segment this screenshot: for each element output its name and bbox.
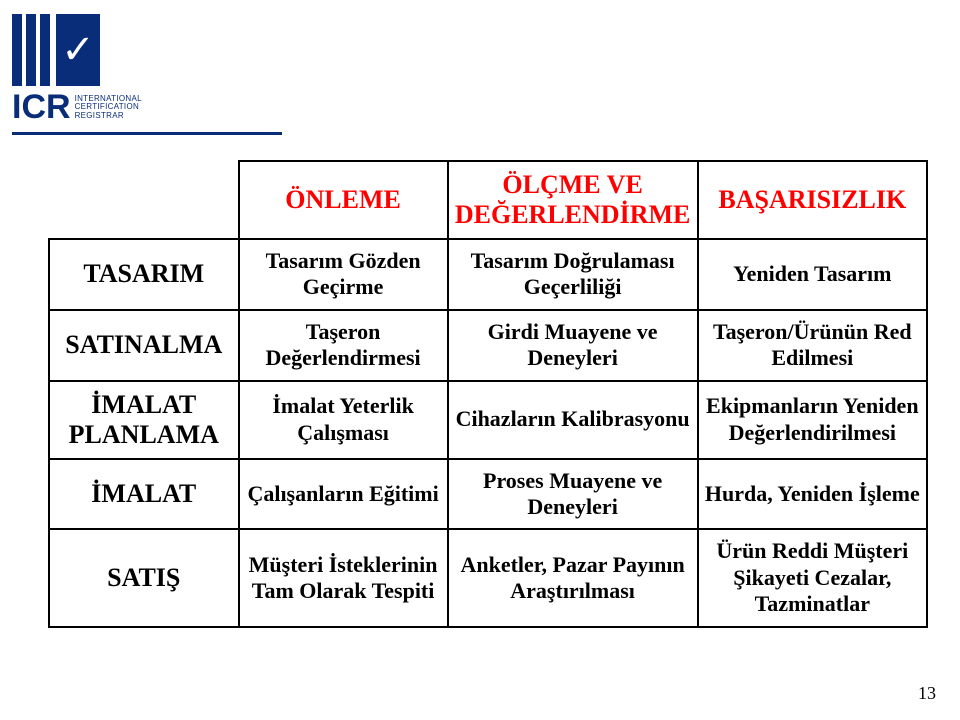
cell: Tasarım Doğrulaması Geçerliliği <box>448 239 698 310</box>
table-row: TASARIM Tasarım Gözden Geçirme Tasarım D… <box>49 239 927 310</box>
cell: Çalışanların Eğitimi <box>239 459 448 530</box>
cell: Tasarım Gözden Geçirme <box>239 239 448 310</box>
header-basarisizlik: BAŞARISIZLIK <box>698 161 927 239</box>
cell: Müşteri İsteklerinin Tam Olarak Tespiti <box>239 529 448 626</box>
logo-bar <box>26 14 36 86</box>
icr-logo: ✓ <box>12 14 100 86</box>
table-row: İMALAT Çalışanların Eğitimi Proses Muaye… <box>49 459 927 530</box>
header-onleme: ÖNLEME <box>239 161 448 239</box>
icr-subtext: INTERNATIONAL CERTIFICATION REGISTRAR <box>75 95 142 120</box>
table-header-row: ÖNLEME ÖLÇME VE DEĞERLENDİRME BAŞARISIZL… <box>49 161 927 239</box>
page-number: 13 <box>918 683 936 704</box>
cell: Ürün Reddi Müşteri Şikayeti Cezalar, Taz… <box>698 529 927 626</box>
quality-cost-table: ÖNLEME ÖLÇME VE DEĞERLENDİRME BAŞARISIZL… <box>48 160 928 628</box>
row-label-imalat: İMALAT <box>49 459 239 530</box>
cell: Girdi Muayene ve Deneyleri <box>448 310 698 381</box>
cell: Proses Muayene ve Deneyleri <box>448 459 698 530</box>
slide-page: ✓ ICR INTERNATIONAL CERTIFICATION REGIST… <box>0 0 960 720</box>
icr-wordmark: ICR <box>12 88 71 127</box>
table-row: İMALAT PLANLAMA İmalat Yeterlik Çalışmas… <box>49 381 927 459</box>
logo-bar <box>40 14 50 86</box>
cell: Hurda, Yeniden İşleme <box>698 459 927 530</box>
row-label-imalat-planlama: İMALAT PLANLAMA <box>49 381 239 459</box>
cell: İmalat Yeterlik Çalışması <box>239 381 448 459</box>
cell: Cihazların Kalibrasyonu <box>448 381 698 459</box>
cell: Taşeron Değerlendirmesi <box>239 310 448 381</box>
row-label-satinalma: SATINALMA <box>49 310 239 381</box>
row-label-satis: SATIŞ <box>49 529 239 626</box>
cell: Ekipmanların Yeniden Değerlendirilmesi <box>698 381 927 459</box>
header-empty <box>49 161 239 239</box>
table-row: SATINALMA Taşeron Değerlendirmesi Girdi … <box>49 310 927 381</box>
header-olcme: ÖLÇME VE DEĞERLENDİRME <box>448 161 698 239</box>
icr-logo-text: ICR INTERNATIONAL CERTIFICATION REGISTRA… <box>12 88 142 127</box>
cell: Anketler, Pazar Payının Araştırılması <box>448 529 698 626</box>
logo-bar <box>12 14 22 86</box>
cell: Yeniden Tasarım <box>698 239 927 310</box>
logo-bars <box>12 14 50 86</box>
check-icon: ✓ <box>61 30 95 70</box>
icr-sub-line: REGISTRAR <box>75 111 124 120</box>
table-row: SATIŞ Müşteri İsteklerinin Tam Olarak Te… <box>49 529 927 626</box>
cell: Taşeron/Ürünün Red Edilmesi <box>698 310 927 381</box>
header-underline <box>12 132 282 135</box>
logo-check-box: ✓ <box>56 14 100 86</box>
row-label-tasarim: TASARIM <box>49 239 239 310</box>
